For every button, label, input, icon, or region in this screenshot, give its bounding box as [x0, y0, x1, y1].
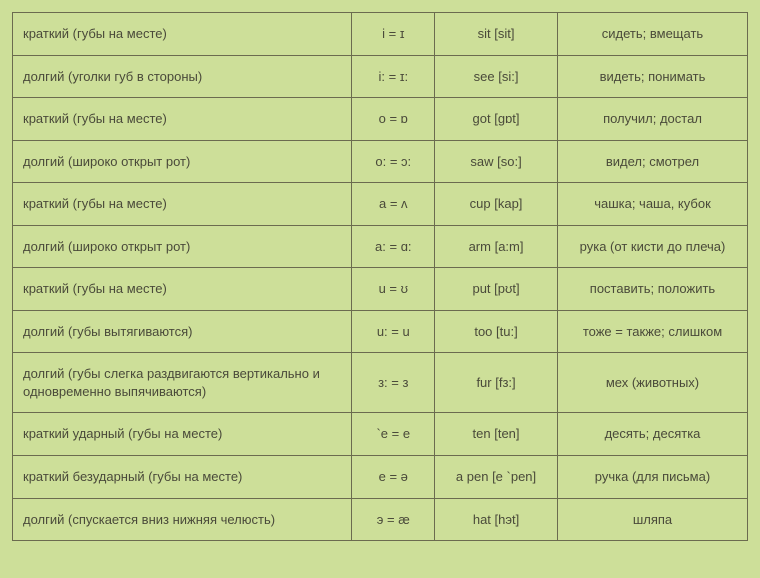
cell-ex: sit [sit] — [435, 13, 558, 56]
cell-trans: рука (от кисти до плеча) — [557, 225, 747, 268]
cell-sym: a = ʌ — [352, 183, 435, 226]
cell-ex: too [tu:] — [435, 310, 558, 353]
cell-desc: краткий безударный (губы на месте) — [13, 456, 352, 499]
cell-sym: o = ɒ — [352, 98, 435, 141]
table-row: краткий ударный (губы на месте)`e = eten… — [13, 413, 748, 456]
cell-desc: долгий (широко открыт рот) — [13, 225, 352, 268]
cell-trans: видеть; понимать — [557, 55, 747, 98]
cell-desc: долгий (губы вытягиваются) — [13, 310, 352, 353]
phonetics-table: краткий (губы на месте)i = ɪsit [sit]сид… — [12, 12, 748, 541]
table-row: долгий (уголки губ в стороны)i: = ɪ:see … — [13, 55, 748, 98]
cell-ex: cup [kap] — [435, 183, 558, 226]
cell-sym: i = ɪ — [352, 13, 435, 56]
cell-sym: i: = ɪ: — [352, 55, 435, 98]
table-row: долгий (широко открыт рот)o: = ɔ:saw [so… — [13, 140, 748, 183]
table-row: краткий (губы на месте)a = ʌcup [kap]чаш… — [13, 183, 748, 226]
cell-sym: e = ə — [352, 456, 435, 499]
cell-trans: десять; десятка — [557, 413, 747, 456]
table-row: краткий (губы на месте)i = ɪsit [sit]сид… — [13, 13, 748, 56]
cell-trans: поставить; положить — [557, 268, 747, 311]
table-row: краткий (губы на месте)u = ʊput [pʊt]пос… — [13, 268, 748, 311]
table-row: долгий (губы вытягиваются)u: = utoo [tu:… — [13, 310, 748, 353]
cell-sym: o: = ɔ: — [352, 140, 435, 183]
table-body: краткий (губы на месте)i = ɪsit [sit]сид… — [13, 13, 748, 541]
cell-ex: got [ɡɒt] — [435, 98, 558, 141]
cell-ex: saw [so:] — [435, 140, 558, 183]
cell-sym: з: = з — [352, 353, 435, 413]
cell-desc: долгий (широко открыт рот) — [13, 140, 352, 183]
cell-desc: краткий ударный (губы на месте) — [13, 413, 352, 456]
cell-desc: долгий (губы слегка раздвигаются вертика… — [13, 353, 352, 413]
cell-sym: э = æ — [352, 498, 435, 541]
cell-trans: тоже = также; слишком — [557, 310, 747, 353]
cell-ex: fur [fз:] — [435, 353, 558, 413]
cell-ex: put [pʊt] — [435, 268, 558, 311]
table-row: краткий (губы на месте)o = ɒgot [ɡɒt]пол… — [13, 98, 748, 141]
table-row: краткий безударный (губы на месте)e = əa… — [13, 456, 748, 499]
cell-trans: сидеть; вмещать — [557, 13, 747, 56]
cell-trans: получил; достал — [557, 98, 747, 141]
cell-ex: hat [hэt] — [435, 498, 558, 541]
cell-trans: видел; смотрел — [557, 140, 747, 183]
cell-desc: долгий (спускается вниз нижняя челюсть) — [13, 498, 352, 541]
cell-sym: a: = ɑ: — [352, 225, 435, 268]
cell-desc: краткий (губы на месте) — [13, 183, 352, 226]
cell-desc: краткий (губы на месте) — [13, 13, 352, 56]
cell-desc: краткий (губы на месте) — [13, 98, 352, 141]
table-row: долгий (широко открыт рот)a: = ɑ:arm [a:… — [13, 225, 748, 268]
cell-ex: arm [a:m] — [435, 225, 558, 268]
cell-ex: see [si:] — [435, 55, 558, 98]
cell-desc: долгий (уголки губ в стороны) — [13, 55, 352, 98]
cell-desc: краткий (губы на месте) — [13, 268, 352, 311]
table-row: долгий (губы слегка раздвигаются вертика… — [13, 353, 748, 413]
page-container: краткий (губы на месте)i = ɪsit [sit]сид… — [0, 0, 760, 578]
cell-sym: u: = u — [352, 310, 435, 353]
cell-trans: шляпа — [557, 498, 747, 541]
cell-trans: мех (животных) — [557, 353, 747, 413]
table-row: долгий (спускается вниз нижняя челюсть)э… — [13, 498, 748, 541]
cell-sym: u = ʊ — [352, 268, 435, 311]
cell-ex: ten [ten] — [435, 413, 558, 456]
cell-trans: чашка; чаша, кубок — [557, 183, 747, 226]
cell-trans: ручка (для письма) — [557, 456, 747, 499]
cell-sym: `e = e — [352, 413, 435, 456]
cell-ex: a pen [e `pen] — [435, 456, 558, 499]
